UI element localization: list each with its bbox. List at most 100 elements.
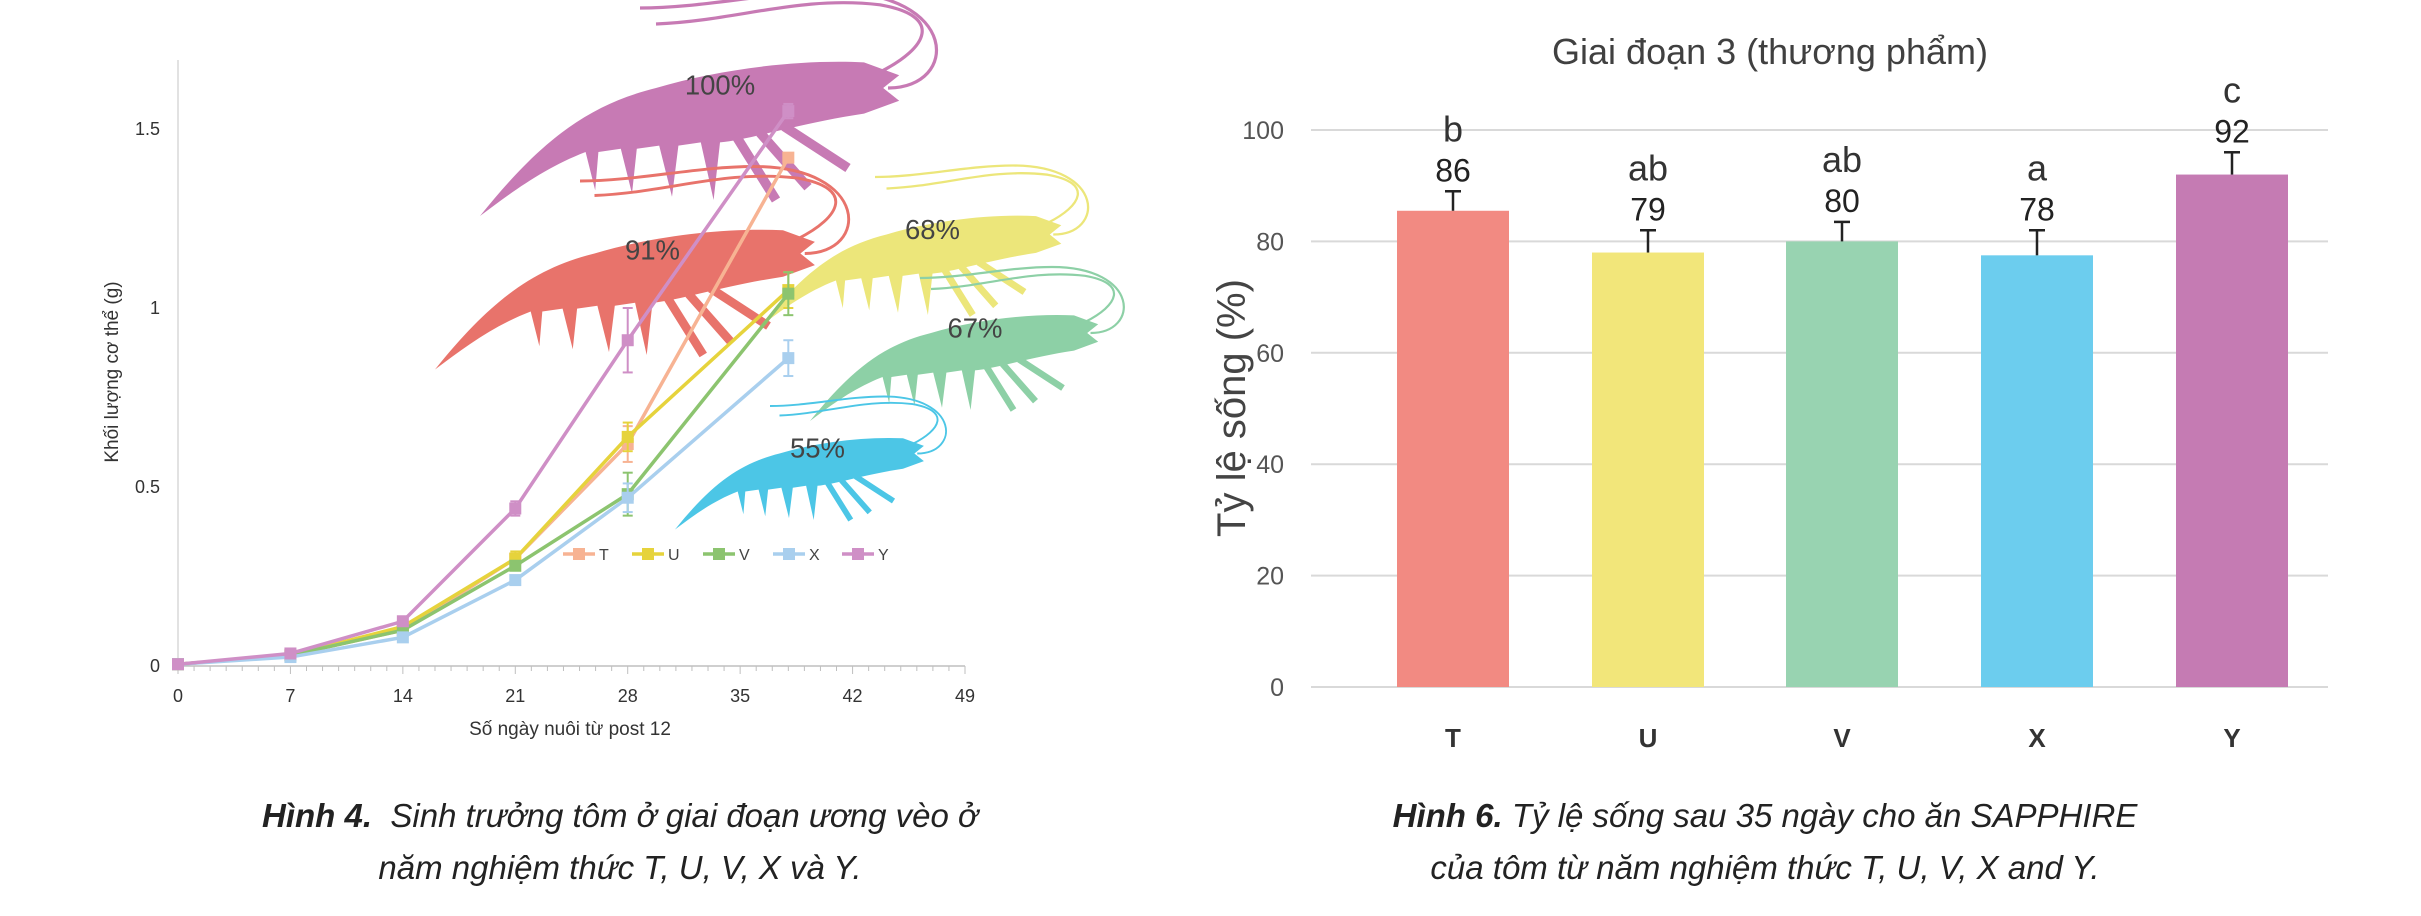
significance-label-X: a (2027, 147, 2048, 188)
series-line-X (177, 356, 790, 666)
x-tick-label: 28 (618, 686, 638, 706)
series-line-Y (177, 110, 790, 666)
caption-figure-6: Hình 6. Tỷ lệ sống sau 35 ngày cho ăn SA… (1300, 790, 2230, 894)
shrimp-icon-T: 91% (435, 165, 851, 370)
data-point-Y (782, 105, 795, 118)
shrimp-survival-label: 68% (905, 214, 960, 245)
legend-marker-Y (852, 548, 864, 560)
value-label-X: 78 (2019, 191, 2055, 227)
bar-T (1397, 210, 1509, 687)
category-label-T: T (1445, 723, 1461, 753)
y-tick-label: 1.5 (135, 119, 160, 139)
x-tick-label: 42 (843, 686, 863, 706)
shrimp-legs (983, 356, 1065, 412)
bar-Y (2176, 174, 2288, 687)
data-point-Y (621, 334, 634, 347)
bar-U (1592, 252, 1704, 688)
bar-X (1981, 255, 2093, 687)
significance-label-U: ab (1628, 147, 1668, 188)
shrimp-survival-label: 67% (947, 312, 1002, 343)
shrimp-icon-Y: 100% (480, 0, 939, 217)
y-tick-label: 40 (1256, 451, 1284, 479)
caption-4-label: Hình 4. (262, 797, 373, 834)
x-axis-label: Số ngày nuôi từ post 12 (469, 719, 671, 740)
shrimp-body (480, 61, 900, 217)
legend-label-T: T (599, 547, 609, 564)
data-point-U (621, 430, 634, 443)
y-tick-label: 20 (1256, 563, 1284, 591)
y-tick-label: 0.5 (135, 477, 160, 497)
legend-marker-X (783, 548, 795, 560)
value-label-V: 80 (1824, 183, 1860, 219)
data-point-T (782, 151, 795, 164)
value-label-T: 86 (1435, 152, 1471, 188)
x-tick-label: 7 (285, 686, 295, 706)
bar-V (1786, 241, 1898, 687)
y-tick-label: 0 (150, 656, 160, 676)
value-label-U: 79 (1630, 191, 1666, 227)
data-point-Y (284, 647, 297, 660)
chart-title: Giai đoạn 3 (thương phẩm) (1552, 31, 1988, 72)
shrimp-body (435, 229, 815, 370)
shrimp-icon-X: 55% (675, 395, 947, 530)
caption-4-line1: Sinh trưởng tôm ở giai đoạn ương vèo ở (390, 797, 978, 834)
x-tick-label: 21 (505, 686, 525, 706)
category-label-V: V (1833, 723, 1851, 753)
legend-label-V: V (739, 547, 750, 564)
x-tick-label: 0 (173, 686, 183, 706)
data-point-Y (509, 502, 522, 515)
data-point-X (782, 352, 795, 365)
shrimp-survival-label: 91% (625, 234, 680, 265)
x-tick-label: 14 (393, 686, 413, 706)
significance-label-T: b (1443, 108, 1463, 149)
y-tick-label: 1 (150, 298, 160, 318)
shrimp-body (675, 437, 924, 530)
y-axis-label: Tỷ lệ sống (%) (1210, 279, 1254, 537)
legend-marker-U (642, 548, 654, 560)
legend-label-X: X (809, 547, 820, 564)
data-point-V (782, 287, 795, 300)
shrimp-survival-label: 100% (685, 69, 755, 100)
caption-figure-4: Hình 4. Sinh trưởng tôm ở giai đoạn ương… (180, 790, 1060, 894)
data-point-X (509, 574, 522, 587)
category-label-U: U (1639, 723, 1658, 753)
data-point-V (509, 559, 522, 572)
y-tick-label: 80 (1256, 228, 1284, 256)
y-tick-label: 0 (1270, 674, 1284, 702)
legend-marker-V (713, 548, 725, 560)
legend-label-U: U (668, 547, 680, 564)
caption-6-label: Hình 6. (1392, 797, 1503, 834)
shrimp-legs (824, 473, 896, 522)
shrimp-survival-label: 55% (790, 432, 845, 463)
caption-4-line2: năm nghiệm thức T, U, V, X và Y. (378, 849, 862, 886)
significance-label-V: ab (1822, 139, 1862, 180)
category-label-X: X (2028, 723, 2046, 753)
significance-label-Y: c (2223, 69, 2241, 110)
shrimp-antennae (639, 0, 939, 90)
value-label-Y: 92 (2214, 113, 2250, 149)
shrimp-body (760, 215, 1062, 327)
shrimp-body (810, 314, 1099, 421)
y-tick-label: 60 (1256, 340, 1284, 368)
legend-label-Y: Y (878, 547, 889, 564)
shrimp-icon-U: 68% (760, 164, 1090, 327)
legend-marker-T (573, 548, 585, 560)
caption-6-line1: Tỷ lệ sống sau 35 ngày cho ăn SAPPHIRE (1511, 797, 2138, 834)
y-tick-label: 100 (1242, 117, 1284, 145)
data-point-Y (172, 658, 184, 671)
shrimp-icon-V: 67% (810, 265, 1125, 421)
y-axis-label: Khối lượng cơ thể (g) (102, 281, 123, 462)
shrimp-legs (663, 284, 771, 358)
data-point-X (396, 631, 409, 644)
data-point-Y (396, 615, 409, 628)
shrimp-antennae (919, 265, 1125, 335)
data-point-X (621, 491, 634, 504)
shrimp-antennae (874, 164, 1090, 236)
shrimp-antennae (769, 395, 947, 455)
shrimp-antennae (579, 165, 851, 255)
category-label-Y: Y (2223, 723, 2240, 753)
x-tick-label: 35 (730, 686, 750, 706)
caption-6-line2: của tôm từ năm nghiệm thức T, U, V, X an… (1430, 849, 2100, 886)
x-tick-label: 49 (955, 686, 975, 706)
